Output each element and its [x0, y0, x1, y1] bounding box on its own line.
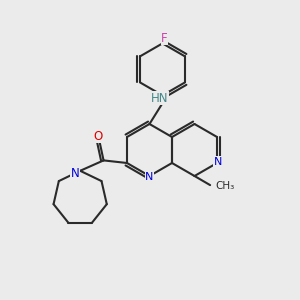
- Text: N: N: [214, 157, 222, 167]
- Text: N: N: [71, 167, 80, 180]
- Text: CH₃: CH₃: [215, 181, 234, 191]
- Text: N: N: [145, 172, 154, 182]
- Text: O: O: [93, 130, 102, 143]
- Text: HN: HN: [151, 92, 168, 105]
- Text: F: F: [161, 32, 168, 45]
